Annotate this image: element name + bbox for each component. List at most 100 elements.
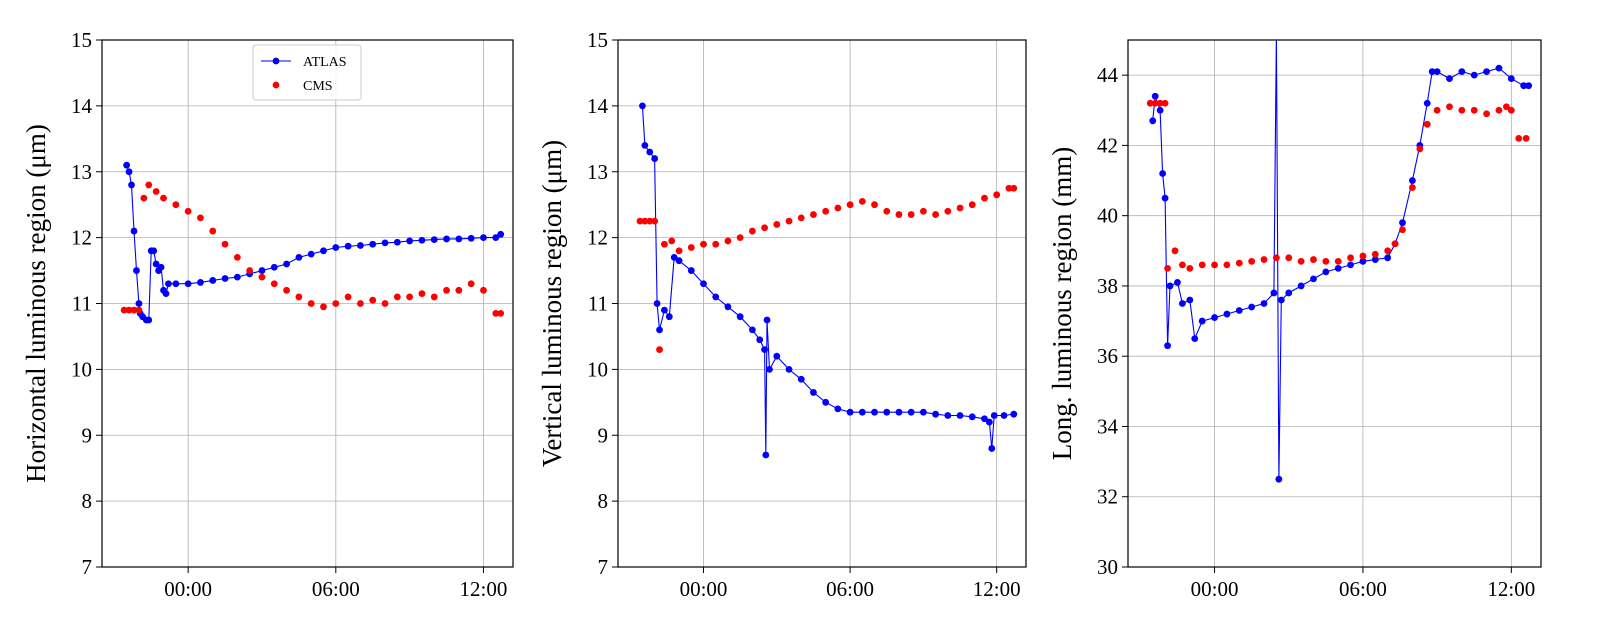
- cms-point: [246, 267, 254, 274]
- atlas-point: [1156, 106, 1164, 114]
- atlas-point: [455, 235, 463, 243]
- cms-point: [1151, 99, 1159, 107]
- y-tick-label: 12: [587, 226, 608, 250]
- cms-point: [1156, 99, 1164, 107]
- cms-point: [393, 293, 401, 301]
- atlas-point: [736, 313, 744, 321]
- atlas-point: [1260, 300, 1268, 307]
- horizontal-panel: 7 8 9 10 11 12 13 14 15 00:00 06:00 12:00 Horizontal…: [21, 28, 514, 601]
- atlas-point: [1275, 475, 1283, 483]
- atlas-point: [492, 234, 500, 242]
- cms-point: [968, 201, 976, 209]
- cms-point: [1248, 257, 1256, 265]
- atlas-point: [1010, 410, 1018, 418]
- cms-point: [1146, 99, 1154, 107]
- atlas-point: [665, 313, 673, 321]
- atlas-point: [932, 410, 940, 418]
- cms-point: [381, 300, 389, 307]
- cms-point: [467, 280, 475, 288]
- atlas-point: [895, 408, 903, 416]
- x-tick-label: 00:00: [680, 577, 728, 601]
- atlas-point: [641, 142, 649, 149]
- cms-point: [406, 293, 414, 301]
- atlas-point: [1334, 264, 1342, 272]
- cms-point: [172, 201, 180, 209]
- atlas-point: [1525, 82, 1533, 90]
- atlas-point: [651, 155, 659, 162]
- y-tick-label: 15: [587, 28, 608, 52]
- y-tick-label: 34: [1097, 414, 1119, 438]
- atlas-point: [1277, 296, 1285, 304]
- cms-point: [1522, 134, 1530, 142]
- atlas-point: [988, 445, 996, 452]
- legend-entry-label: ATLAS: [303, 55, 347, 70]
- atlas-point: [1211, 314, 1218, 321]
- legend: ATLAS CMS: [252, 44, 362, 101]
- atlas-point: [763, 316, 771, 324]
- cms-point: [1171, 247, 1179, 255]
- horizontal-y-axis-label: Horizontal luminous region (μm): [21, 124, 51, 483]
- cms-point: [1502, 103, 1510, 111]
- cms-point: [125, 306, 133, 314]
- cms-point: [184, 207, 192, 215]
- atlas-point: [724, 303, 732, 311]
- atlas-point: [135, 300, 143, 307]
- cms-point: [981, 194, 988, 202]
- atlas-point: [871, 408, 878, 416]
- atlas-point: [646, 148, 654, 156]
- cms-point: [1515, 134, 1523, 142]
- y-tick-label: 36: [1097, 344, 1118, 368]
- atlas-point: [1285, 289, 1293, 297]
- atlas-point: [344, 242, 352, 250]
- cms-point: [332, 300, 340, 307]
- atlas-point: [145, 316, 153, 324]
- cms-point: [233, 253, 241, 261]
- atlas-point: [1470, 71, 1478, 79]
- cms-point: [1334, 257, 1342, 265]
- atlas-point: [985, 418, 993, 426]
- vertical-y-axis-label: Vertical luminous region (μm): [537, 140, 567, 467]
- cms-point: [797, 214, 805, 222]
- cms-point: [656, 346, 663, 354]
- y-tick-label: 11: [72, 292, 92, 316]
- cms-point: [1359, 252, 1367, 260]
- atlas-point: [1433, 68, 1441, 76]
- cms-point: [145, 181, 153, 189]
- cms-point: [858, 197, 866, 205]
- cms-point: [270, 280, 278, 288]
- atlas-point: [1371, 256, 1379, 263]
- cms-point: [1211, 261, 1218, 269]
- y-tick-label: 10: [587, 357, 608, 381]
- cms-point: [646, 217, 654, 225]
- atlas-point: [1186, 296, 1194, 304]
- cms-point: [443, 286, 450, 294]
- atlas-point: [858, 408, 866, 416]
- cms-point: [944, 207, 952, 215]
- atlas-point: [653, 300, 661, 307]
- atlas-point: [184, 280, 192, 288]
- atlas-point: [125, 168, 133, 176]
- y-tick-label: 32: [1097, 485, 1118, 509]
- atlas-point: [1446, 75, 1453, 83]
- cms-point: [822, 207, 830, 215]
- cms-point: [636, 217, 644, 225]
- atlas-point: [197, 279, 204, 286]
- y-tick-label: 14: [71, 94, 93, 118]
- cms-point: [344, 293, 352, 301]
- cms-point: [651, 217, 659, 225]
- atlas-point: [381, 239, 389, 247]
- atlas-point: [834, 405, 842, 413]
- cms-point: [320, 303, 327, 311]
- atlas-point: [357, 242, 364, 249]
- y-tick-label: 11: [588, 292, 608, 316]
- vertical-panel: 7 8 9 10 11 12 13 14 15 00:00 06:00 12:00 Vertical l…: [537, 28, 1027, 601]
- cms-point: [907, 211, 915, 218]
- atlas-point: [919, 408, 927, 416]
- atlas-point: [162, 290, 170, 298]
- atlas-point: [883, 408, 891, 416]
- atlas-point: [785, 365, 793, 373]
- atlas-point: [1235, 307, 1243, 314]
- atlas-point: [1423, 99, 1431, 107]
- cms-point: [1310, 256, 1317, 263]
- atlas-point: [1151, 92, 1159, 100]
